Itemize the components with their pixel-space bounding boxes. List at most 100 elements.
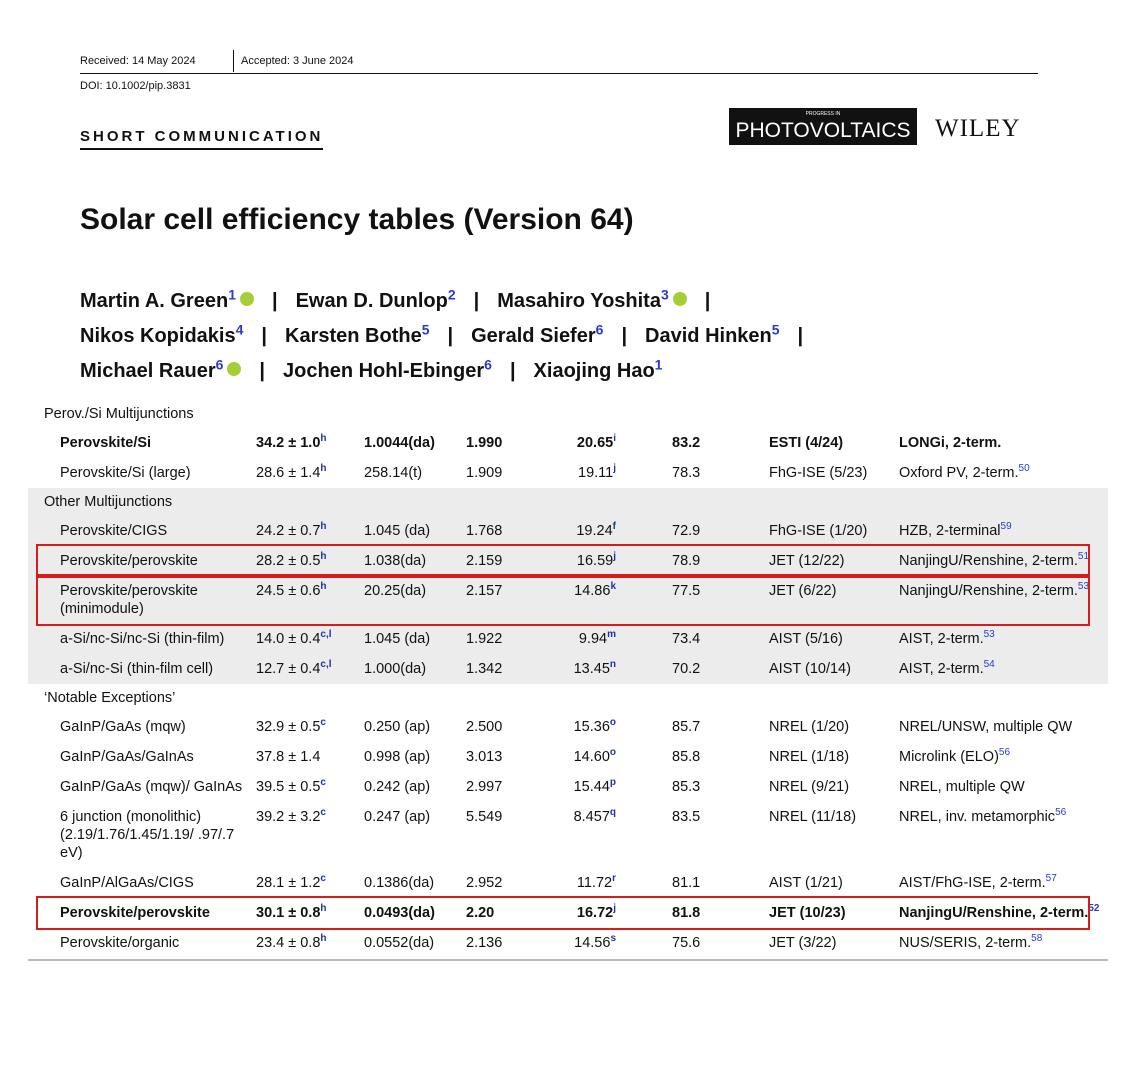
author-name: Michael Rauer [80,360,216,382]
area: 0.247 (ap) [364,809,431,825]
desc-ref: 56 [998,747,1011,759]
jsc-cell: 16.59j [548,546,618,576]
area-cell: 0.242 (ap) [358,772,458,802]
ff: 85.8 [672,749,701,765]
affiliation: 1 [228,286,236,303]
ff: 78.3 [672,465,701,481]
jsc-cell: 14.86k [548,576,618,624]
center: AIST (10/14) [769,661,851,677]
eff-cell: 28.2 ± 0.5h [250,546,358,576]
voc-cell: 1.990 [458,428,548,458]
ff: 78.9 [672,553,701,569]
device-cell: 6 junction (monolithic) (2.19/1.76/1.45/… [28,802,250,868]
center: AIST (5/16) [769,631,843,647]
device: 6 junction (monolithic) (2.19/1.76/1.45/… [60,809,235,861]
author-name: Nikos Kopidakis [80,325,236,347]
eff: 34.2 ± 1.0 [256,435,321,451]
author-name: Martin A. Green [80,290,229,312]
table-row: GaInP/AlGaAs/CIGS 28.1 ± 1.2c 0.1386(da) 2.… [28,868,1108,898]
ff: 85.7 [672,719,701,735]
rule [80,73,1038,74]
table-row: Perovskite/Si (large) 28.6 ± 1.4h 258.14(t… [28,458,1108,488]
device: Perovskite/Si (large) [60,465,191,481]
desc: Oxford PV, 2-term. [899,465,1019,481]
eff-cell: 37.8 ± 1.4 [250,742,358,772]
affiliation: 6 [595,321,604,338]
area-cell: 258.14(t) [358,458,458,488]
desc-cell: AIST/FhG-ISE, 2-term.57 [893,868,1108,898]
jsc-note: n [609,659,616,671]
device-cell: GaInP/GaAs (mqw) [28,712,250,742]
area: 0.0552(da) [364,935,435,951]
jsc-cell: 15.36o [548,712,618,742]
eff-note: c,l [320,659,332,671]
affiliation: 6 [484,356,492,373]
voc-cell: 5.549 [458,802,548,868]
highlight-box [36,896,1090,930]
desc-ref: 53 [1077,581,1090,593]
desc-cell: Microlink (ELO)56 [893,742,1108,772]
table-row: GaInP/GaAs (mqw)/ GaInAs 39.5 ± 0.5c 0.242… [28,772,1108,802]
eff-cell: 23.4 ± 0.8h [250,928,358,958]
ff: 81.8 [672,905,701,921]
center: JET (10/23) [769,905,846,921]
affiliation: 5 [421,321,430,338]
eff-note: h [320,551,327,563]
affiliation: 1 [654,356,663,373]
jsc-note: r [612,873,616,885]
jsc: 20.65 [576,435,614,451]
desc-cell: LONGi, 2-term. [893,428,1108,458]
desc-cell: AIST, 2-term.54 [893,654,1108,684]
eff: 28.2 ± 0.5 [256,553,321,569]
efficiency-table: Perov./Si Multijunctions Perovskite/Si 34.… [28,400,1108,958]
separator: | [797,325,804,347]
desc: NanjingU/Renshine, 2-term. [899,905,1089,921]
area-cell: 0.0552(da) [358,928,458,958]
device-cell: Perovskite/organic [28,928,250,958]
center: FhG-ISE (1/20) [769,523,868,539]
device-cell: Perovskite/CIGS [28,516,250,546]
eff: 39.5 ± 0.5 [256,779,321,795]
eff-note: c [320,777,326,789]
desc: AIST, 2-term. [899,631,984,647]
separator: | [704,290,711,312]
jsc: 14.56 [574,935,611,951]
center: NREL (1/18) [769,749,850,765]
center-cell: JET (12/22) [763,546,893,576]
eff-note: h [320,463,327,475]
desc: Microlink (ELO) [899,749,999,765]
author-line: Michael Rauer6 | Jochen Hohl-Ebinger6 | Xiao… [80,354,821,389]
table-rule [28,959,1108,961]
jsc: 19.24 [576,523,613,539]
center: NREL (11/18) [769,809,857,825]
ff-cell: 72.9 [618,516,763,546]
center-cell: JET (10/23) [763,898,893,928]
eff-note: c,l [320,629,332,641]
jsc-note: o [609,747,616,759]
eff: 39.2 ± 3.2 [256,809,321,825]
ff-cell: 78.3 [618,458,763,488]
desc-cell: Oxford PV, 2-term.50 [893,458,1108,488]
jsc-note: j [613,903,616,915]
device-cell: a-Si/nc-Si (thin-film cell) [28,654,250,684]
ff-cell: 85.7 [618,712,763,742]
doi: DOI: 10.1002/pip.3831 [80,80,191,92]
area-cell: 0.247 (ap) [358,802,458,868]
desc-cell: NUS/SERIS, 2-term.58 [893,928,1108,958]
desc-cell: NREL, inv. metamorphic56 [893,802,1108,868]
author-name: Xiaojing Hao [533,360,655,382]
center-cell: JET (6/22) [763,576,893,624]
area: 1.045 (da) [364,631,431,647]
jsc-note: k [610,581,616,593]
desc: LONGi, 2-term. [899,435,1002,451]
eff-note: h [320,433,327,445]
desc-cell: NanjingU/Renshine, 2-term.53 [893,576,1108,624]
accepted: Accepted: 3 June 2024 [241,55,354,67]
center: JET (6/22) [769,583,837,599]
jsc-note: q [609,807,616,819]
eff: 24.5 ± 0.6 [256,583,321,599]
jsc-note: j [613,463,616,475]
affiliation: 6 [215,356,224,373]
desc: AIST/FhG-ISE, 2-term. [899,875,1046,891]
